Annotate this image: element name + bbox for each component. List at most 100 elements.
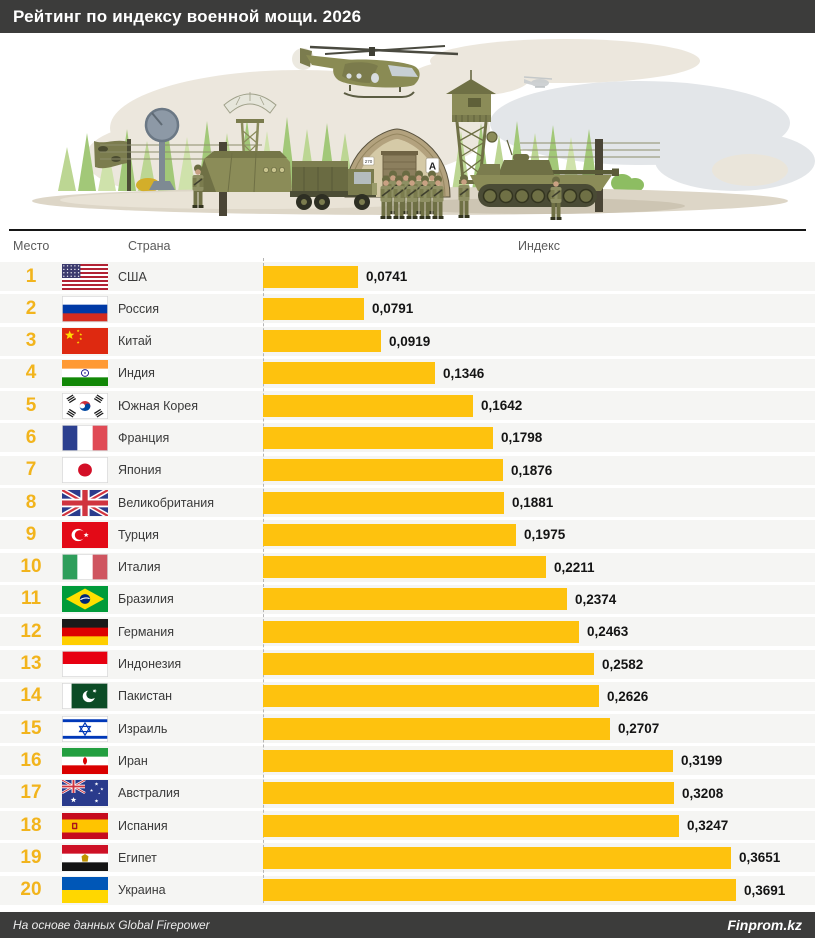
table-row: 20 Украина 0,3691 bbox=[0, 875, 815, 905]
column-header-index: Индекс bbox=[518, 239, 560, 253]
table-row: 9 Турция 0,1975 bbox=[0, 520, 815, 550]
table-header: Место Страна Индекс bbox=[0, 228, 815, 262]
index-value: 0,1975 bbox=[524, 527, 566, 543]
index-bar bbox=[263, 749, 673, 772]
country-label: США bbox=[118, 269, 147, 284]
index-value: 0,0741 bbox=[366, 269, 408, 284]
table-row: 4 Индия 0,1346 bbox=[0, 358, 815, 388]
rank-number: 8 bbox=[25, 491, 37, 513]
index-value: 0,3247 bbox=[687, 818, 729, 834]
bar-zone: 0,3247 bbox=[263, 811, 815, 840]
index-bar bbox=[263, 556, 546, 579]
table-row: 12 Германия 0,2463 bbox=[0, 617, 815, 647]
japan-flag-icon bbox=[62, 457, 118, 484]
table-row: 15 Израиль 0,2707 bbox=[0, 714, 815, 744]
country-label: Индонезия bbox=[118, 657, 182, 672]
index-value: 0,2374 bbox=[575, 591, 617, 607]
bar-zone: 0,3691 bbox=[263, 876, 815, 905]
israel-flag-icon bbox=[62, 715, 118, 742]
military-truck bbox=[290, 161, 377, 210]
country-label: Южная Корея bbox=[118, 398, 198, 413]
country-label: Франция bbox=[118, 430, 170, 445]
index-value: 0,3199 bbox=[681, 753, 723, 769]
rank-number: 20 bbox=[20, 879, 42, 901]
index-bar bbox=[263, 685, 599, 708]
rank-number: 15 bbox=[20, 717, 42, 739]
index-bar bbox=[263, 426, 493, 449]
index-bar bbox=[263, 653, 594, 676]
title-bar: Рейтинг по индексу военной мощи. 2026 bbox=[0, 0, 815, 33]
country-label: Испания bbox=[118, 818, 168, 833]
helicopter bbox=[292, 45, 459, 98]
spain-flag-icon bbox=[62, 812, 118, 839]
bar-zone: 0,2374 bbox=[263, 585, 815, 614]
index-bar bbox=[263, 362, 435, 385]
index-bar bbox=[263, 459, 503, 482]
bar-zone: 0,1881 bbox=[263, 488, 815, 517]
australia-flag-icon bbox=[62, 780, 118, 807]
table-row: 16 Иран 0,3199 bbox=[0, 746, 815, 776]
table-row: 17 Австралия 0,3208 bbox=[0, 778, 815, 808]
index-bar bbox=[263, 879, 736, 902]
country-label: Япония bbox=[118, 463, 162, 478]
table-row: 2 Россия 0,0791 bbox=[0, 294, 815, 324]
table-row: 7 Япония 0,1876 bbox=[0, 455, 815, 485]
russia-flag-icon bbox=[62, 295, 118, 322]
country-label: Иран bbox=[118, 753, 148, 768]
index-bar bbox=[263, 297, 364, 320]
column-header-country: Страна bbox=[128, 239, 171, 253]
camo-flag bbox=[94, 139, 131, 191]
table-row: 5 Южная Корея 0,1642 bbox=[0, 391, 815, 421]
table-row: 10 Италия 0,2211 bbox=[0, 552, 815, 582]
rank-number: 10 bbox=[20, 556, 42, 578]
index-bar bbox=[263, 620, 579, 643]
turkey-flag-icon bbox=[62, 521, 118, 548]
country-label: Пакистан bbox=[118, 689, 173, 704]
army-tent bbox=[196, 151, 292, 193]
index-value: 0,2463 bbox=[587, 624, 629, 640]
table-row: 11 Бразилия 0,2374 bbox=[0, 584, 815, 614]
index-value: 0,1642 bbox=[481, 398, 523, 414]
index-bar bbox=[263, 491, 504, 514]
rank-number: 11 bbox=[20, 588, 42, 610]
index-bar bbox=[263, 782, 674, 805]
index-value: 0,3208 bbox=[682, 785, 724, 801]
rank-number: 18 bbox=[20, 814, 42, 836]
germany-flag-icon bbox=[62, 618, 118, 645]
table-row: 18 Испания 0,3247 bbox=[0, 811, 815, 841]
pakistan-flag-icon bbox=[62, 683, 118, 710]
index-value: 0,2626 bbox=[607, 688, 649, 704]
rank-number: 16 bbox=[20, 749, 42, 771]
index-bar bbox=[263, 846, 731, 869]
india-flag-icon bbox=[62, 360, 118, 387]
bar-zone: 0,3651 bbox=[263, 843, 815, 872]
bar-zone: 0,3199 bbox=[263, 746, 815, 775]
rank-number: 4 bbox=[25, 362, 37, 384]
bar-zone: 0,1975 bbox=[263, 520, 815, 549]
france-flag-icon bbox=[62, 424, 118, 451]
south-korea-flag-icon bbox=[62, 392, 118, 419]
country-label: Китай bbox=[118, 334, 152, 349]
country-label: Россия bbox=[118, 301, 159, 316]
index-value: 0,1346 bbox=[443, 365, 485, 381]
rank-number: 17 bbox=[20, 782, 42, 804]
china-flag-icon bbox=[62, 328, 118, 355]
country-label: Германия bbox=[118, 624, 175, 639]
column-header-rank: Место bbox=[13, 239, 50, 253]
index-value: 0,1876 bbox=[511, 462, 553, 478]
bar-baseline-dashed-line bbox=[263, 258, 264, 903]
tank bbox=[470, 139, 619, 207]
rank-number: 14 bbox=[20, 685, 42, 707]
rank-number: 6 bbox=[25, 426, 37, 448]
country-label: Италия bbox=[118, 560, 161, 575]
table-row: 3 Китай 0,0919 bbox=[0, 326, 815, 356]
index-bar bbox=[263, 330, 381, 353]
uk-flag-icon bbox=[62, 489, 118, 516]
rank-number: 5 bbox=[25, 394, 37, 416]
iran-flag-icon bbox=[62, 747, 118, 774]
bar-zone: 0,2211 bbox=[263, 553, 815, 582]
index-bar bbox=[263, 265, 358, 288]
usa-flag-icon bbox=[62, 263, 118, 290]
ukraine-flag-icon bbox=[62, 877, 118, 904]
